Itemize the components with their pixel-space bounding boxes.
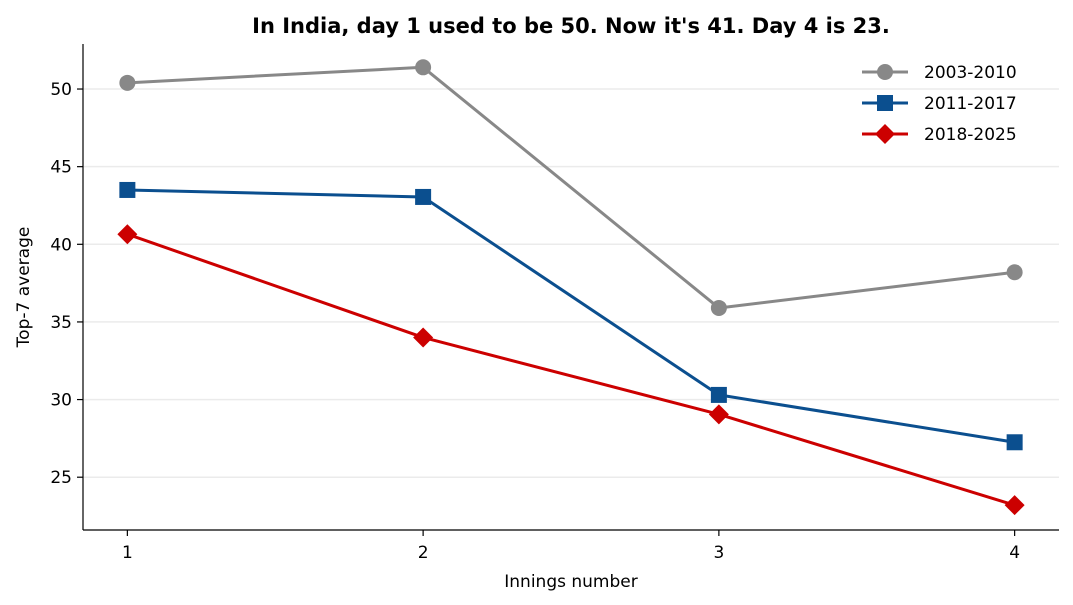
legend-item: 2003-2010	[862, 63, 1017, 83]
series-2003-2010	[119, 59, 1023, 316]
legend-marker	[877, 95, 893, 111]
series-layer	[117, 59, 1025, 516]
data-point	[413, 327, 434, 348]
legend: 2003-2010 2011-2017 2018-2025	[862, 63, 1017, 145]
data-point	[415, 59, 432, 76]
y-ticks: 25 30 35 40 45 50	[50, 80, 83, 488]
data-point	[1006, 434, 1023, 451]
series-line	[126, 232, 1016, 507]
x-axis-label: Innings number	[504, 572, 637, 592]
data-point	[117, 224, 138, 245]
x-tick-label: 2	[418, 543, 429, 563]
data-point	[710, 299, 727, 316]
data-point	[710, 386, 727, 403]
legend-item: 2011-2017	[862, 94, 1017, 114]
x-tick-label: 4	[1009, 543, 1020, 563]
data-point	[119, 74, 136, 91]
x-tick-label: 1	[122, 543, 133, 563]
legend-label: 2011-2017	[924, 94, 1017, 114]
gridlines	[83, 88, 1059, 478]
chart-title: In India, day 1 used to be 50. Now it's …	[252, 14, 890, 38]
data-point	[415, 188, 432, 205]
legend-marker	[877, 64, 893, 80]
series-2018-2025	[117, 224, 1025, 516]
legend-item: 2018-2025	[862, 124, 1017, 145]
y-tick-label: 45	[50, 158, 72, 178]
series-line	[127, 65, 1015, 310]
series-2011-2017	[119, 181, 1023, 451]
legend-marker	[875, 124, 895, 144]
x-tick-label: 3	[713, 543, 724, 563]
series-line	[127, 188, 1015, 444]
y-tick-label: 30	[50, 391, 72, 411]
y-tick-label: 25	[50, 468, 72, 488]
data-point	[1004, 495, 1025, 516]
data-point	[1006, 264, 1023, 281]
data-point	[708, 404, 729, 425]
legend-label: 2018-2025	[924, 125, 1017, 145]
data-point	[119, 181, 136, 198]
y-axis-label: Top-7 average	[14, 227, 34, 349]
y-tick-label: 40	[50, 235, 72, 255]
x-ticks: 1 2 3 4	[122, 530, 1020, 563]
y-tick-label: 50	[50, 80, 72, 100]
legend-label: 2003-2010	[924, 63, 1017, 83]
y-tick-label: 35	[50, 313, 72, 333]
